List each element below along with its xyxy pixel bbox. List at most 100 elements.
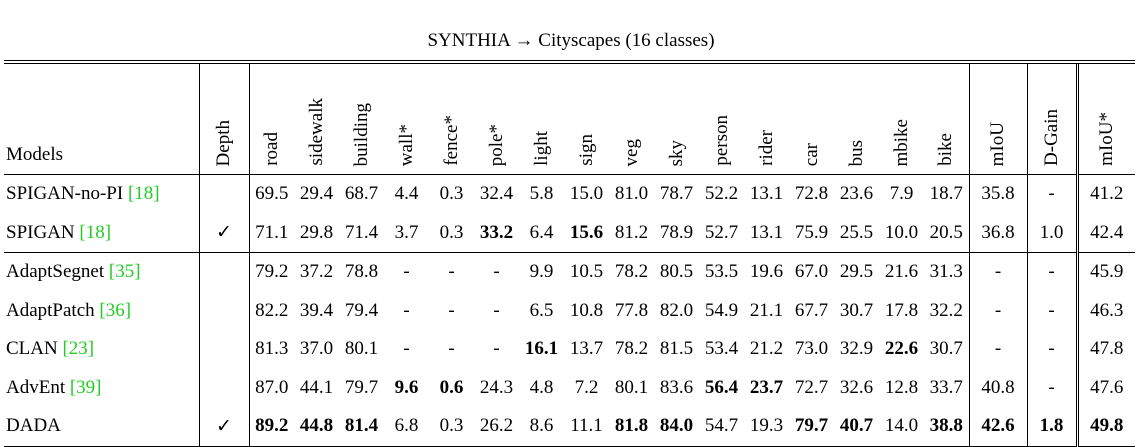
value-cell: 83.6 bbox=[659, 376, 694, 398]
value-cell: 31.3 bbox=[924, 252, 969, 292]
value-cell: 52.7 bbox=[704, 221, 739, 243]
value-cell: 78.2 bbox=[614, 338, 649, 360]
value-cell: 72.7 bbox=[794, 376, 829, 398]
column-label: Depth bbox=[213, 119, 234, 166]
value-cell: 9.6 bbox=[394, 376, 419, 398]
model-cell: AdaptSegnet [35] bbox=[4, 252, 199, 292]
value-cell: - bbox=[968, 291, 1027, 330]
value-cell: 23.7 bbox=[749, 376, 784, 398]
value-cell bbox=[198, 291, 249, 330]
row-group: SPIGAN-no-PI [18] 69.5 29.4 68.7 4.4 0.3 32.4 5… bbox=[4, 174, 1135, 253]
value-cell: 29.5 bbox=[834, 252, 879, 292]
value-cell bbox=[198, 368, 249, 407]
value-cell: 44.8 bbox=[299, 415, 334, 437]
value-cell: - bbox=[448, 299, 455, 321]
citation: [39] bbox=[69, 376, 102, 398]
column-label: pole* bbox=[485, 123, 507, 166]
column-header: wall* bbox=[384, 62, 429, 175]
column-label: light bbox=[530, 131, 552, 166]
model-cell: DADA bbox=[4, 407, 199, 446]
value-cell: 81.4 bbox=[344, 415, 379, 437]
value-cell: 67.0 bbox=[789, 252, 834, 292]
column-label: bike bbox=[935, 133, 957, 166]
value-cell: 44.1 bbox=[299, 376, 334, 398]
value-cell: 0.3 bbox=[439, 183, 464, 205]
value-cell: 30.7 bbox=[929, 338, 963, 360]
column-label: car bbox=[800, 142, 822, 166]
column-header: person bbox=[699, 62, 744, 175]
value-cell: 81.5 bbox=[659, 338, 694, 360]
value-cell: 17.8 bbox=[884, 299, 919, 321]
value-cell: 15.0 bbox=[569, 183, 604, 205]
model-name: SPIGAN-no-PI bbox=[6, 183, 124, 205]
table-row: SPIGAN-no-PI [18] 69.5 29.4 68.7 4.4 0.3 32.4 5… bbox=[4, 174, 1135, 214]
value-cell: 80.1 bbox=[614, 376, 649, 398]
value-cell: - bbox=[1026, 174, 1077, 214]
value-cell: - bbox=[493, 299, 500, 321]
column-header: light bbox=[519, 62, 564, 175]
value-cell: 18.7 bbox=[929, 183, 963, 205]
column-header: mIoU bbox=[968, 62, 1027, 175]
value-cell: 81.2 bbox=[614, 221, 649, 243]
value-cell: 69.5 bbox=[248, 174, 294, 214]
results-table: Models Depth road sidewalk building wall* fenc… bbox=[4, 60, 1135, 447]
column-header: D-Gain bbox=[1026, 62, 1077, 175]
value-cell bbox=[198, 252, 249, 292]
value-cell: 6.5 bbox=[529, 299, 554, 321]
value-cell: 20.5 bbox=[929, 221, 963, 243]
value-cell: 0.3 bbox=[439, 415, 464, 437]
value-cell: 13.7 bbox=[569, 338, 604, 360]
column-header: sky bbox=[654, 62, 699, 175]
value-cell: 8.6 bbox=[529, 415, 554, 437]
column-label: building bbox=[350, 102, 372, 166]
value-cell: 10.0 bbox=[884, 221, 919, 243]
value-cell: 52.2 bbox=[704, 183, 739, 205]
column-label: wall* bbox=[395, 123, 417, 166]
model-name: CLAN bbox=[6, 338, 58, 360]
value-cell: 19.6 bbox=[744, 252, 789, 292]
value-cell: 46.3 bbox=[1075, 291, 1135, 330]
value-cell: 79.4 bbox=[344, 299, 379, 321]
value-cell: 81.3 bbox=[248, 330, 294, 369]
value-cell: 32.9 bbox=[839, 338, 874, 360]
value-cell: 16.1 bbox=[524, 338, 559, 360]
value-cell: 26.2 bbox=[479, 415, 514, 437]
value-cell: 42.4 bbox=[1075, 213, 1135, 253]
column-header: Depth bbox=[198, 62, 249, 175]
value-cell: 78.2 bbox=[609, 252, 654, 292]
citation: [36] bbox=[99, 299, 132, 321]
column-label: rider bbox=[755, 130, 777, 166]
value-cell: 78.9 bbox=[659, 221, 694, 243]
model-cell: AdaptPatch [36] bbox=[4, 292, 199, 331]
value-cell: 80.5 bbox=[654, 252, 699, 292]
value-cell: 29.4 bbox=[299, 183, 334, 205]
value-cell: 72.8 bbox=[794, 183, 829, 205]
column-header: road bbox=[248, 62, 294, 175]
column-header: mIoU* bbox=[1075, 62, 1135, 175]
table-row: AdvEnt [39] 87.0 44.1 79.7 9.6 0.6 24.3 4.8 7.2 8… bbox=[4, 368, 1135, 407]
citation: [18] bbox=[127, 183, 160, 205]
value-cell: 56.4 bbox=[704, 376, 739, 398]
column-label: mIoU* bbox=[1095, 112, 1117, 166]
value-cell: 79.7 bbox=[344, 376, 379, 398]
value-cell: 32.6 bbox=[839, 376, 874, 398]
column-header: bike bbox=[924, 62, 969, 175]
value-cell: 22.6 bbox=[884, 338, 919, 360]
value-cell: 33.2 bbox=[479, 221, 514, 243]
value-cell: 5.8 bbox=[529, 183, 554, 205]
value-cell: 3.7 bbox=[394, 221, 419, 243]
value-cell: 40.8 bbox=[968, 368, 1027, 407]
value-cell: - bbox=[403, 338, 410, 360]
table-header: Models Depth road sidewalk building wall* fenc… bbox=[4, 62, 1135, 175]
value-cell: 7.9 bbox=[889, 183, 914, 205]
value-cell: 30.7 bbox=[839, 299, 874, 321]
column-header: bus bbox=[834, 62, 879, 175]
column-label: sky bbox=[665, 139, 687, 166]
column-header: building bbox=[339, 62, 384, 175]
table-title: SYNTHIA → Cityscapes (16 classes) bbox=[427, 30, 715, 51]
column-label: road bbox=[260, 132, 282, 166]
value-cell: 71.4 bbox=[344, 221, 379, 243]
value-cell: - bbox=[1026, 252, 1077, 292]
value-cell: 42.6 bbox=[968, 407, 1027, 446]
citation: [18] bbox=[79, 221, 112, 243]
